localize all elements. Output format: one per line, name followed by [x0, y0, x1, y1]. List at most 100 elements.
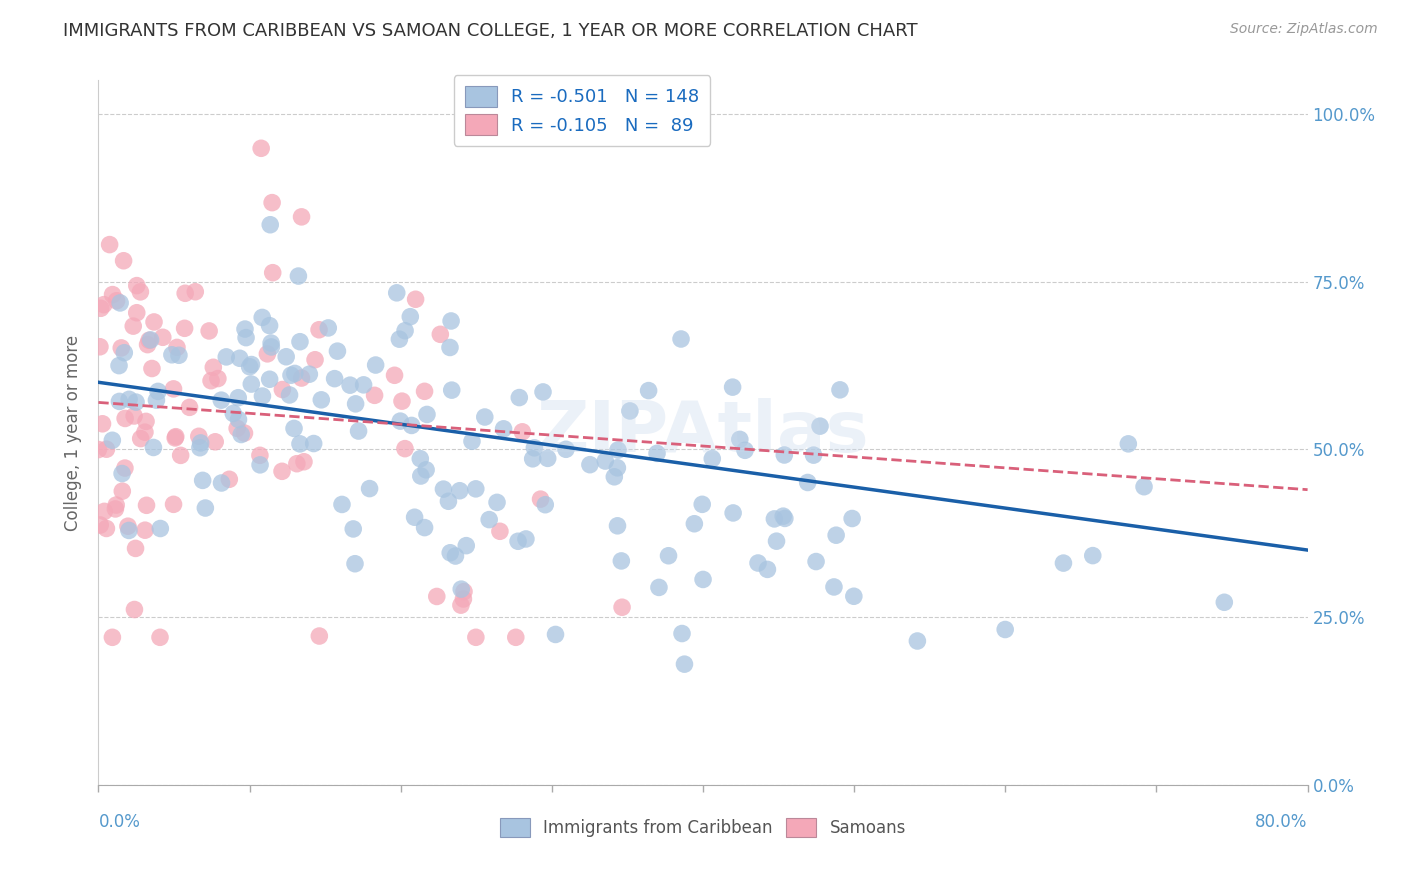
- Point: [606, 460, 628, 475]
- Point: [290, 371, 312, 385]
- Point: [184, 285, 207, 299]
- Point: [311, 392, 333, 407]
- Point: [160, 348, 183, 362]
- Point: [173, 321, 195, 335]
- Point: [450, 582, 472, 596]
- Point: [648, 581, 671, 595]
- Point: [610, 554, 633, 568]
- Point: [89, 518, 111, 533]
- Point: [645, 446, 668, 460]
- Point: [323, 371, 346, 385]
- Point: [117, 519, 139, 533]
- Point: [138, 333, 160, 347]
- Point: [249, 448, 271, 462]
- Point: [124, 541, 146, 556]
- Point: [188, 441, 211, 455]
- Point: [842, 589, 865, 603]
- Point: [823, 580, 845, 594]
- Point: [96, 521, 118, 535]
- Point: [385, 285, 408, 300]
- Point: [453, 584, 475, 599]
- Point: [118, 524, 141, 538]
- Point: [404, 510, 426, 524]
- Point: [773, 511, 796, 525]
- Point: [226, 421, 249, 435]
- Point: [231, 427, 253, 442]
- Point: [690, 497, 713, 511]
- Point: [529, 492, 551, 507]
- Point: [288, 334, 311, 349]
- Point: [450, 598, 472, 612]
- Point: [278, 388, 301, 402]
- Point: [229, 351, 252, 366]
- Point: [104, 502, 127, 516]
- Point: [129, 432, 152, 446]
- Point: [579, 458, 602, 472]
- Point: [342, 522, 364, 536]
- Point: [271, 383, 294, 397]
- Point: [98, 237, 121, 252]
- Point: [363, 388, 385, 402]
- Point: [209, 393, 232, 408]
- Point: [112, 345, 135, 359]
- Point: [260, 336, 283, 351]
- Point: [461, 434, 484, 449]
- Point: [343, 557, 366, 571]
- Point: [316, 321, 339, 335]
- Point: [453, 592, 475, 607]
- Text: 0.0%: 0.0%: [98, 814, 141, 831]
- Point: [489, 524, 512, 539]
- Point: [619, 404, 641, 418]
- Point: [233, 322, 256, 336]
- Point: [235, 331, 257, 345]
- Point: [135, 414, 157, 428]
- Point: [606, 518, 628, 533]
- Point: [276, 350, 298, 364]
- Point: [290, 210, 312, 224]
- Point: [508, 391, 530, 405]
- Point: [204, 434, 226, 449]
- Point: [808, 419, 831, 434]
- Point: [994, 623, 1017, 637]
- Point: [388, 332, 411, 346]
- Point: [478, 513, 501, 527]
- Point: [671, 626, 693, 640]
- Point: [233, 425, 256, 440]
- Point: [673, 657, 696, 672]
- Point: [91, 417, 114, 431]
- Point: [437, 494, 460, 508]
- Text: 80.0%: 80.0%: [1256, 814, 1308, 831]
- Point: [544, 627, 567, 641]
- Point: [804, 555, 827, 569]
- Point: [125, 395, 148, 409]
- Point: [413, 520, 436, 534]
- Point: [215, 350, 238, 364]
- Point: [191, 474, 214, 488]
- Point: [534, 498, 557, 512]
- Point: [825, 528, 848, 542]
- Point: [492, 422, 515, 436]
- Point: [250, 310, 273, 325]
- Point: [721, 506, 744, 520]
- Point: [512, 425, 534, 439]
- Point: [657, 549, 679, 563]
- Point: [841, 511, 863, 525]
- Point: [523, 441, 546, 455]
- Point: [1213, 595, 1236, 609]
- Point: [139, 333, 162, 347]
- Point: [194, 501, 217, 516]
- Point: [409, 451, 432, 466]
- Point: [187, 429, 209, 443]
- Point: [202, 360, 225, 375]
- Point: [505, 630, 527, 644]
- Point: [93, 504, 115, 518]
- Point: [190, 436, 212, 450]
- Legend: Immigrants from Caribbean, Samoans: Immigrants from Caribbean, Samoans: [491, 808, 915, 847]
- Point: [302, 436, 325, 450]
- Point: [262, 195, 284, 210]
- Point: [394, 324, 416, 338]
- Point: [249, 458, 271, 472]
- Point: [87, 442, 110, 457]
- Point: [772, 509, 794, 524]
- Point: [593, 454, 616, 468]
